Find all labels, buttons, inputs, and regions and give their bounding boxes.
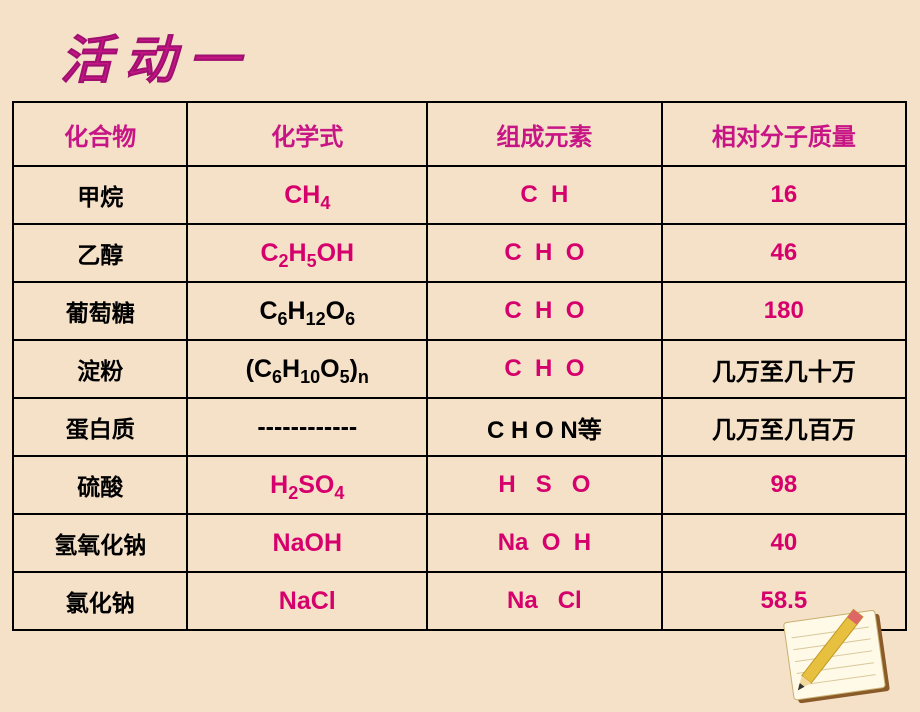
cell-elements: C H O [427,282,662,340]
cell-compound-name: 葡萄糖 [13,282,187,340]
cell-formula: C6H12O6 [187,282,427,340]
cell-compound-name: 淀粉 [13,340,187,398]
cell-mass: 180 [662,282,906,340]
cell-mass: 16 [662,166,906,224]
cell-formula: NaOH [187,514,427,572]
cell-mass: 几万至几百万 [662,398,906,456]
compound-table: 化合物 化学式 组成元素 相对分子质量 甲烷CH4C H16乙醇C2H5OHC … [12,101,907,631]
col-header-elements: 组成元素 [427,102,662,166]
page-title: 活动一 [60,18,920,93]
table-header-row: 化合物 化学式 组成元素 相对分子质量 [13,102,906,166]
table-row: 氢氧化钠NaOHNa O H40 [13,514,906,572]
cell-elements: C H O N等 [427,398,662,456]
cell-elements: Na O H [427,514,662,572]
table-row: 甲烷CH4C H16 [13,166,906,224]
table-row: 蛋白质------------C H O N等几万至几百万 [13,398,906,456]
cell-elements: C H [427,166,662,224]
cell-elements: Na Cl [427,572,662,630]
cell-compound-name: 蛋白质 [13,398,187,456]
cell-mass: 98 [662,456,906,514]
cell-formula: C2H5OH [187,224,427,282]
cell-compound-name: 硫酸 [13,456,187,514]
cell-elements: C H O [427,224,662,282]
cell-compound-name: 氯化钠 [13,572,187,630]
cell-mass: 46 [662,224,906,282]
cell-elements: H S O [427,456,662,514]
cell-elements: C H O [427,340,662,398]
col-header-formula: 化学式 [187,102,427,166]
table-row: 乙醇C2H5OHC H O46 [13,224,906,282]
cell-formula: ------------ [187,398,427,456]
table-row: 硫酸H2SO4H S O98 [13,456,906,514]
cell-formula: CH4 [187,166,427,224]
col-header-compound: 化合物 [13,102,187,166]
cell-mass: 58.5 [662,572,906,630]
table-row: 葡萄糖C6H12O6C H O180 [13,282,906,340]
cell-compound-name: 甲烷 [13,166,187,224]
cell-formula: NaCl [187,572,427,630]
cell-compound-name: 乙醇 [13,224,187,282]
cell-mass: 40 [662,514,906,572]
cell-compound-name: 氢氧化钠 [13,514,187,572]
col-header-mass: 相对分子质量 [662,102,906,166]
cell-mass: 几万至几十万 [662,340,906,398]
cell-formula: H2SO4 [187,456,427,514]
table-row: 氯化钠NaClNa Cl58.5 [13,572,906,630]
table-row: 淀粉(C6H10O5)nC H O几万至几十万 [13,340,906,398]
cell-formula: (C6H10O5)n [187,340,427,398]
